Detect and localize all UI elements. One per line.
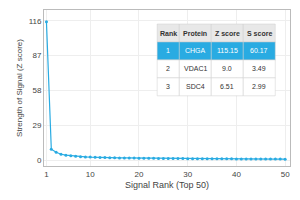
svg-text:30: 30	[183, 170, 192, 179]
svg-text:CHGA: CHGA	[185, 47, 206, 54]
svg-text:1: 1	[166, 47, 170, 54]
svg-text:S score: S score	[247, 30, 272, 37]
svg-text:9.0: 9.0	[222, 65, 232, 72]
svg-text:Protein: Protein	[183, 30, 207, 37]
svg-text:3: 3	[166, 83, 170, 90]
svg-text:2.99: 2.99	[252, 83, 266, 90]
svg-text:60.17: 60.17	[250, 47, 268, 54]
svg-text:2: 2	[166, 65, 170, 72]
svg-text:87: 87	[32, 51, 41, 60]
svg-text:10: 10	[86, 170, 95, 179]
svg-text:29: 29	[32, 121, 41, 130]
svg-text:116: 116	[29, 17, 42, 26]
svg-text:Signal Rank (Top 50): Signal Rank (Top 50)	[125, 180, 209, 190]
svg-text:Strength of Signal (Z score): Strength of Signal (Z score)	[15, 39, 24, 137]
svg-text:50: 50	[281, 170, 290, 179]
svg-text:0: 0	[37, 156, 42, 165]
svg-text:20: 20	[135, 170, 144, 179]
svg-text:115.15: 115.15	[217, 47, 238, 54]
svg-text:6.51: 6.51	[220, 83, 234, 90]
svg-text:3.49: 3.49	[252, 65, 266, 72]
svg-text:SDC4: SDC4	[186, 83, 205, 90]
svg-text:40: 40	[232, 170, 241, 179]
svg-text:1: 1	[44, 170, 49, 179]
svg-text:Rank: Rank	[160, 30, 177, 37]
svg-text:VDAC1: VDAC1	[184, 65, 207, 72]
svg-text:Z score: Z score	[215, 30, 240, 37]
svg-text:58: 58	[32, 86, 41, 95]
